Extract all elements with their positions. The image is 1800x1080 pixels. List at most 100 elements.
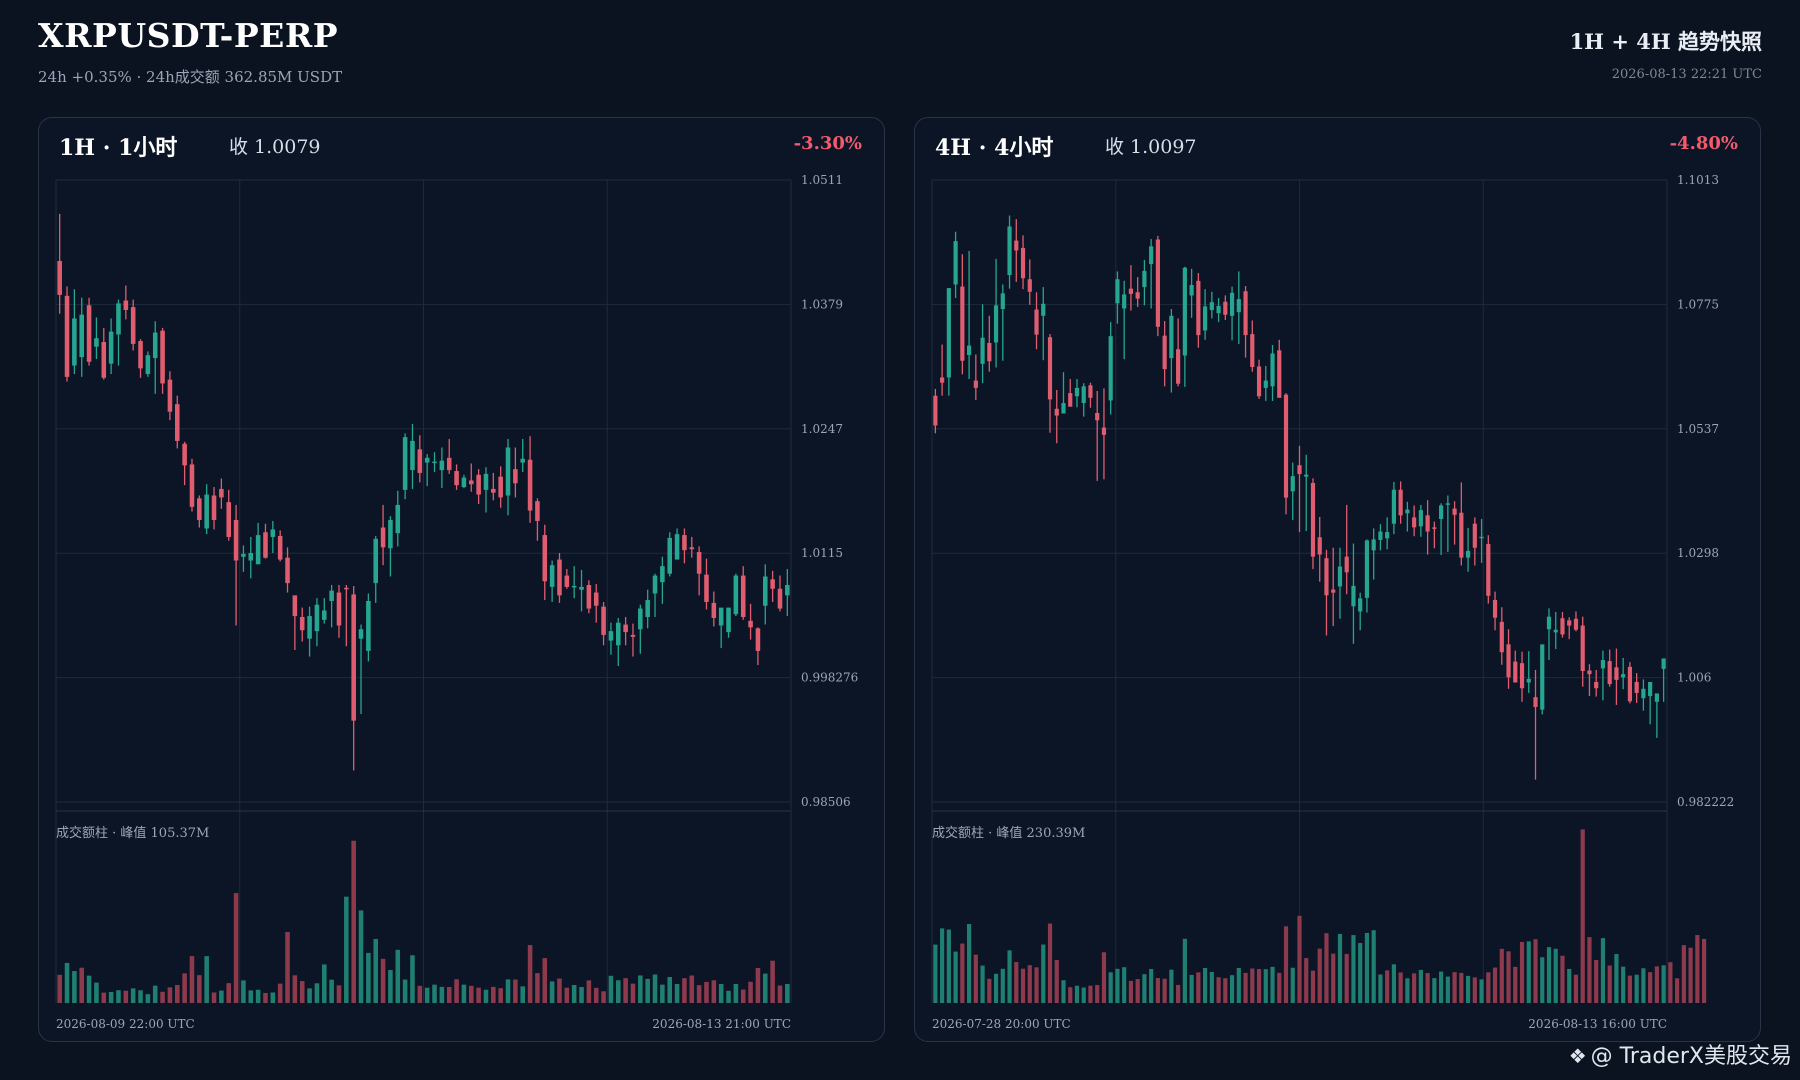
volume-bar: [270, 992, 276, 1003]
candle-body: [1209, 302, 1214, 311]
candle-body: [1041, 303, 1046, 316]
candle-body: [248, 552, 254, 561]
volume-bar: [674, 983, 680, 1003]
volume-bar: [1540, 957, 1545, 1003]
y-tick-label: 1.1013: [1677, 173, 1719, 187]
volume-bar: [973, 954, 978, 1003]
candle-body: [1014, 240, 1019, 251]
volume-bar: [623, 978, 628, 1003]
volume-bar: [682, 978, 687, 1003]
volume-bar: [748, 981, 753, 1003]
candle-body: [1337, 566, 1343, 587]
volume-bar: [1445, 976, 1450, 1003]
volume-bar: [1425, 973, 1430, 1003]
candle-body: [953, 241, 958, 285]
volume-bar: [980, 965, 985, 1003]
volume-bar: [785, 983, 790, 1003]
candle-body: [491, 488, 496, 493]
candle-body: [160, 330, 165, 384]
symbol-title: XRPUSDT-PERP: [38, 16, 339, 55]
volume-bar: [1209, 971, 1214, 1003]
volume-bar: [564, 987, 570, 1003]
volume-bar: [1256, 969, 1262, 1003]
candle-body: [1236, 299, 1241, 313]
volume-label: 成交额柱 · 峰值 105.37M: [56, 825, 209, 841]
candle-body: [542, 535, 548, 582]
candle-body: [1061, 403, 1066, 414]
volume-bar: [586, 980, 592, 1003]
candle-body: [1020, 247, 1026, 279]
volume-bar: [152, 985, 158, 1003]
candle-body: [1068, 393, 1073, 407]
volume-bar: [1452, 972, 1457, 1003]
volume-bar: [1486, 972, 1491, 1003]
volume-bar: [410, 955, 415, 1003]
candle-body: [380, 527, 386, 548]
volume-bar: [1688, 947, 1693, 1003]
volume-bar: [1499, 948, 1504, 1003]
volume-bar: [1034, 967, 1039, 1003]
x-end-label: 2026-08-13 16:00 UTC: [1528, 1017, 1667, 1031]
candle-body: [1270, 353, 1275, 387]
timeframe-label: 4H · 4小时: [935, 135, 1054, 161]
volume-bar: [1681, 945, 1686, 1003]
x-start-label: 2026-07-28 20:00 UTC: [932, 1017, 1071, 1031]
candle-body: [1243, 291, 1248, 336]
candle-body: [1452, 508, 1457, 515]
volume-bar: [94, 982, 99, 1003]
volume-label: 成交额柱 · 峰值 230.39M: [932, 825, 1085, 841]
volume-bar: [1391, 964, 1396, 1003]
y-tick-label: 1.006: [1677, 671, 1711, 685]
candle-body: [1439, 505, 1444, 520]
volume-bar: [1095, 985, 1100, 1003]
candle-body: [64, 295, 70, 377]
volume-bar: [1243, 972, 1248, 1003]
candle-body: [1007, 226, 1012, 276]
candle-body: [1513, 661, 1518, 683]
volume-bar: [1324, 933, 1329, 1003]
candle-body: [667, 537, 673, 574]
volume-bar: [57, 974, 62, 1003]
volume-bar: [204, 956, 209, 1003]
candle-body: [1418, 510, 1423, 527]
volume-bar: [314, 983, 320, 1003]
candle-body: [1492, 599, 1498, 618]
candle-body: [1580, 625, 1585, 672]
volume-bar: [1115, 968, 1120, 1003]
volume-bar: [1337, 933, 1343, 1003]
volume-bar: [1654, 966, 1659, 1003]
volume-bar: [1553, 948, 1558, 1003]
candle-body: [1398, 489, 1403, 516]
candle-body: [1459, 512, 1464, 558]
y-tick-label: 1.0379: [801, 297, 843, 311]
volume-bar: [211, 992, 217, 1003]
volume-bar: [1371, 930, 1376, 1003]
candle-body: [314, 604, 320, 632]
candle-body: [182, 443, 187, 466]
candle-body: [1486, 544, 1491, 596]
candle-body: [1128, 288, 1134, 294]
y-tick-label: 1.0115: [801, 546, 843, 560]
candle-body: [1034, 309, 1039, 335]
candle-body: [189, 464, 195, 507]
candle-body: [940, 377, 945, 383]
volume-bar: [1270, 966, 1275, 1003]
volume-bar: [1432, 978, 1437, 1003]
candle-body: [593, 592, 599, 606]
volume-bar: [1061, 980, 1066, 1003]
candle-body: [1587, 670, 1592, 675]
candle-body: [1445, 503, 1450, 505]
candle-body: [505, 447, 511, 496]
candlestick-chart-1h[interactable]: 1.0511 1.0379 1.0247 1.0115 0.998276 0.98506 成…: [39, 118, 886, 1043]
volume-bar: [1594, 959, 1599, 1003]
candlestick-chart-4h[interactable]: 1.1013 1.0775 1.0537 1.0298 1.006 0.982222 成交额…: [915, 118, 1762, 1043]
candle-body: [980, 337, 985, 364]
candle-body: [1567, 620, 1572, 626]
y-tick-label: 0.998276: [801, 671, 858, 685]
volume-bar: [263, 992, 268, 1003]
candle-body: [344, 587, 349, 590]
volume-bar: [1081, 987, 1086, 1003]
change-percent: -3.30%: [793, 133, 862, 154]
volume-bar: [1513, 966, 1518, 1003]
candle-body: [307, 616, 312, 639]
